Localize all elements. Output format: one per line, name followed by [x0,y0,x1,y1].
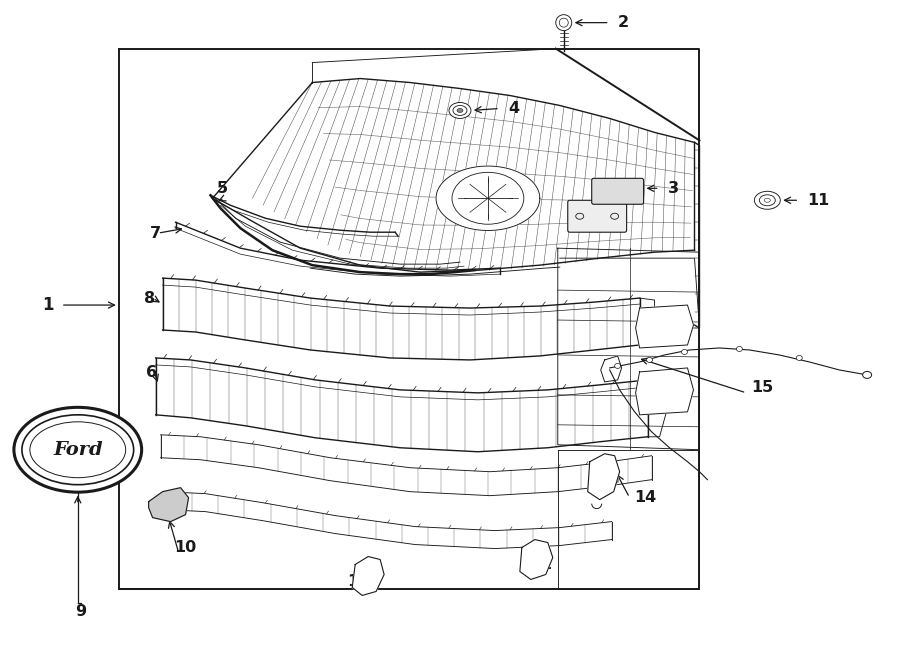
Ellipse shape [457,109,463,113]
Polygon shape [635,305,694,348]
Text: 4: 4 [508,101,519,116]
Text: 14: 14 [634,490,657,505]
Text: Ford: Ford [53,441,103,459]
Ellipse shape [449,103,471,118]
Text: 13: 13 [347,574,369,589]
Ellipse shape [646,357,652,362]
Text: 5: 5 [217,181,228,196]
Text: 3: 3 [668,181,679,196]
Text: 1: 1 [42,296,54,314]
Polygon shape [166,492,612,549]
Polygon shape [156,358,648,451]
Text: 6: 6 [147,365,158,381]
Ellipse shape [14,407,141,492]
Ellipse shape [681,350,688,354]
Polygon shape [352,557,384,595]
Polygon shape [160,435,652,496]
Ellipse shape [764,199,770,203]
Ellipse shape [862,371,871,379]
Ellipse shape [754,191,780,209]
Polygon shape [558,248,699,449]
Polygon shape [600,356,622,382]
Text: 2: 2 [617,15,629,30]
Polygon shape [520,540,553,579]
Polygon shape [163,278,640,360]
Text: 8: 8 [145,291,156,306]
Ellipse shape [796,355,802,360]
Text: 12: 12 [531,557,553,572]
Text: 7: 7 [149,226,160,241]
Ellipse shape [615,363,621,369]
FancyBboxPatch shape [568,201,626,232]
Polygon shape [436,166,540,230]
Text: 11: 11 [807,193,830,208]
Text: 15: 15 [752,381,774,395]
FancyBboxPatch shape [591,178,644,205]
Ellipse shape [736,346,742,352]
Polygon shape [148,488,188,522]
Text: 10: 10 [175,540,197,555]
Text: 9: 9 [76,604,86,619]
Polygon shape [588,453,619,500]
Polygon shape [635,368,694,415]
Ellipse shape [556,15,572,30]
